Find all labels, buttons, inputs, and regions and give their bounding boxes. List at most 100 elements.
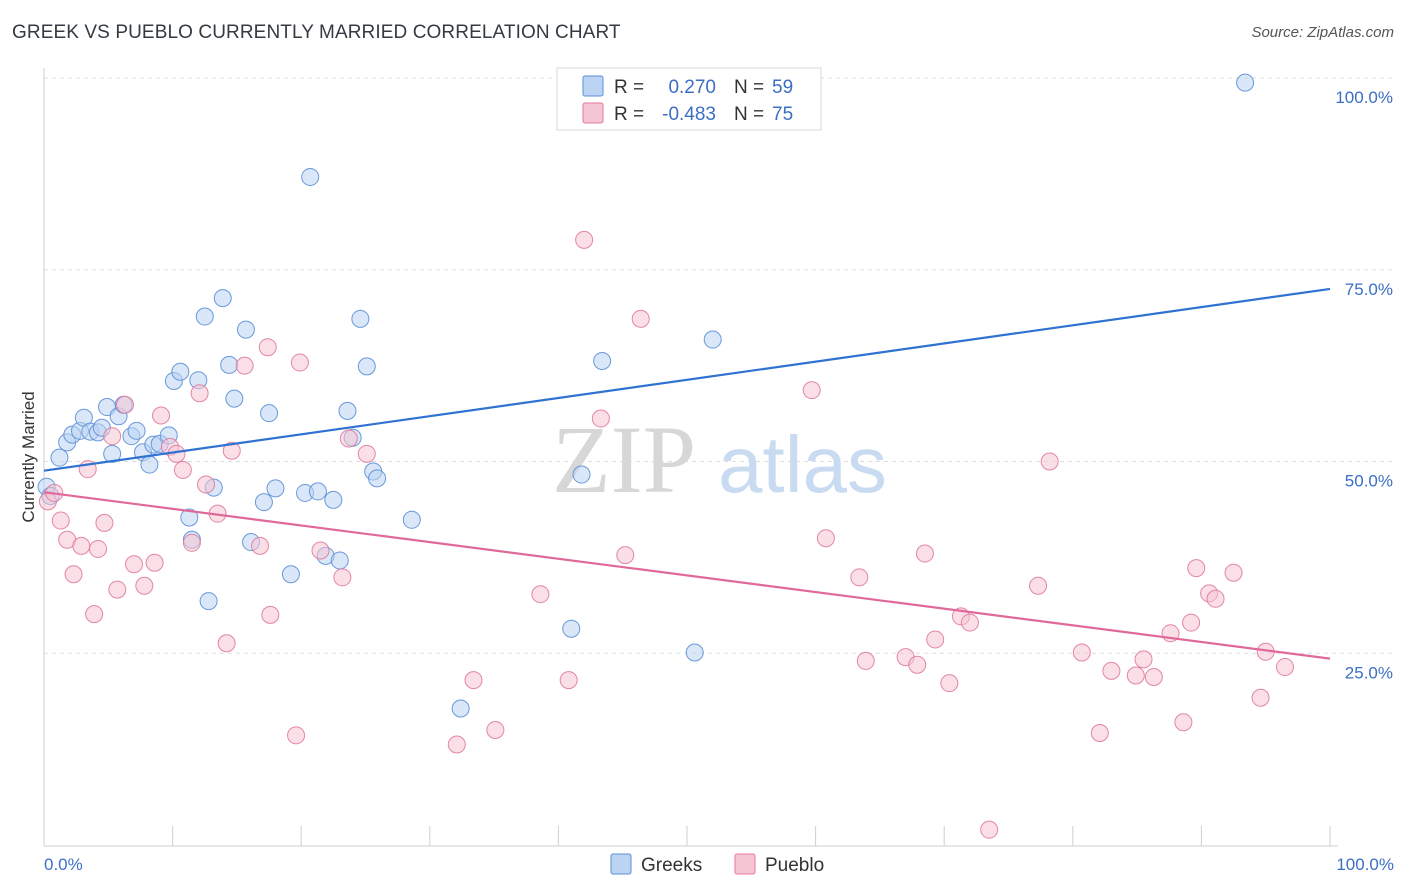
- point-greeks-30: [220, 355, 239, 374]
- point-greeks-52: [562, 619, 581, 638]
- point-pueblo-24: [217, 634, 236, 653]
- point-pueblo-15: [145, 553, 164, 572]
- legend-r-value-greeks: 0.270: [668, 77, 716, 98]
- point-pueblo-58: [1040, 452, 1059, 471]
- point-greeks-11: [103, 444, 122, 463]
- point-pueblo-34: [339, 429, 358, 448]
- chart-title: GREEK VS PUEBLO CURRENTLY MARRIED CORREL…: [12, 22, 621, 43]
- point-greeks-31: [225, 389, 244, 408]
- point-pueblo-61: [1102, 661, 1121, 680]
- point-pueblo-45: [802, 381, 821, 400]
- point-greeks-44: [338, 401, 357, 420]
- x-tick-label-max: 100.0%: [1336, 855, 1394, 874]
- bottom-legend-swatch-greeks: [610, 853, 632, 875]
- point-pueblo-48: [856, 651, 875, 670]
- point-greeks-55: [685, 643, 704, 662]
- point-pueblo-30: [290, 353, 309, 372]
- point-pueblo-14: [135, 576, 154, 595]
- point-pueblo-56: [980, 820, 999, 839]
- point-pueblo-8: [89, 539, 108, 558]
- point-pueblo-42: [591, 409, 610, 428]
- bottom-legend-label-greeks: Greeks: [641, 855, 702, 876]
- point-pueblo-47: [850, 568, 869, 587]
- watermark-zip: ZIP: [552, 406, 696, 513]
- point-greeks-50: [402, 510, 421, 529]
- watermark: ZIP atlas: [552, 406, 887, 513]
- point-greeks-34: [254, 493, 273, 512]
- point-greeks-37: [281, 565, 300, 584]
- point-greeks-39: [301, 167, 320, 186]
- grid: [44, 77, 1392, 654]
- point-pueblo-41: [575, 230, 594, 249]
- legend-swatch-pueblo: [582, 102, 604, 124]
- point-pueblo-43: [616, 546, 635, 565]
- point-pueblo-4: [64, 565, 83, 584]
- point-pueblo-51: [915, 544, 934, 563]
- point-pueblo-37: [464, 671, 483, 690]
- point-greeks-29: [213, 289, 232, 308]
- point-pueblo-63: [1134, 650, 1153, 669]
- point-greeks-23: [180, 508, 199, 527]
- trend-lines: [43, 287, 1331, 660]
- point-pueblo-52: [926, 630, 945, 649]
- point-pueblo-64: [1144, 668, 1163, 687]
- point-greeks-54: [593, 352, 612, 371]
- point-greeks-46: [351, 309, 370, 328]
- point-greeks-35: [260, 404, 279, 423]
- point-greeks-26: [195, 307, 214, 326]
- point-pueblo-55: [960, 613, 979, 632]
- y-tick-label-25: 25.0%: [1345, 663, 1393, 682]
- point-pueblo-7: [85, 605, 104, 624]
- point-greeks-58: [1236, 73, 1255, 92]
- trend-line-greeks: [43, 287, 1331, 472]
- x-ticks: [172, 826, 1331, 846]
- x-tick-label-min: 0.0%: [44, 855, 83, 874]
- legend-r-label-greeks: R =: [614, 77, 644, 98]
- correlation-legend: R = 0.270 N = 59 R = -0.483 N = 75: [556, 67, 822, 131]
- axes: [43, 68, 1338, 847]
- point-pueblo-12: [116, 395, 135, 414]
- legend-r-label-pueblo: R =: [614, 104, 644, 125]
- point-pueblo-68: [1187, 559, 1206, 578]
- point-pueblo-38: [486, 720, 505, 739]
- point-greeks-32: [236, 320, 255, 339]
- point-pueblo-36: [447, 735, 466, 754]
- legend-n-label-greeks: N =: [734, 77, 764, 98]
- point-greeks-40: [308, 482, 327, 501]
- y-tick-label-100: 100.0%: [1335, 88, 1393, 107]
- point-pueblo-53: [940, 674, 959, 693]
- point-pueblo-2: [51, 511, 70, 530]
- point-pueblo-59: [1072, 643, 1091, 662]
- point-pueblo-11: [108, 580, 127, 599]
- legend-n-value-pueblo: 75: [772, 104, 793, 125]
- legend-n-value-greeks: 59: [772, 77, 793, 98]
- point-greeks-27: [199, 592, 218, 611]
- point-pueblo-62: [1126, 666, 1145, 685]
- point-greeks-17: [140, 455, 159, 474]
- point-pueblo-70: [1206, 589, 1225, 608]
- point-pueblo-35: [357, 444, 376, 463]
- y-tick-label-75: 75.0%: [1345, 280, 1393, 299]
- y-axis-label: Currently Married: [19, 391, 38, 522]
- point-pueblo-46: [816, 529, 835, 548]
- point-pueblo-40: [559, 671, 578, 690]
- point-greeks-36: [266, 479, 285, 498]
- series-legend: Greeks Pueblo: [610, 853, 824, 876]
- bottom-legend-swatch-pueblo: [734, 853, 756, 875]
- legend-n-label-pueblo: N =: [734, 104, 764, 125]
- point-pueblo-22: [197, 475, 216, 494]
- point-pueblo-60: [1090, 724, 1109, 743]
- point-pueblo-44: [631, 309, 650, 328]
- point-greeks-2: [50, 448, 69, 467]
- y-tick-labels: 25.0% 50.0% 75.0% 100.0%: [1335, 88, 1393, 682]
- point-pueblo-39: [531, 585, 550, 604]
- point-greeks-15: [127, 421, 146, 440]
- point-greeks-22: [171, 362, 190, 381]
- point-pueblo-72: [1251, 688, 1270, 707]
- point-pueblo-71: [1224, 563, 1243, 582]
- point-greeks-47: [357, 357, 376, 376]
- point-pueblo-50: [908, 655, 927, 674]
- point-pueblo-27: [251, 536, 270, 555]
- y-tick-label-50: 50.0%: [1345, 472, 1393, 491]
- point-pueblo-29: [261, 605, 280, 624]
